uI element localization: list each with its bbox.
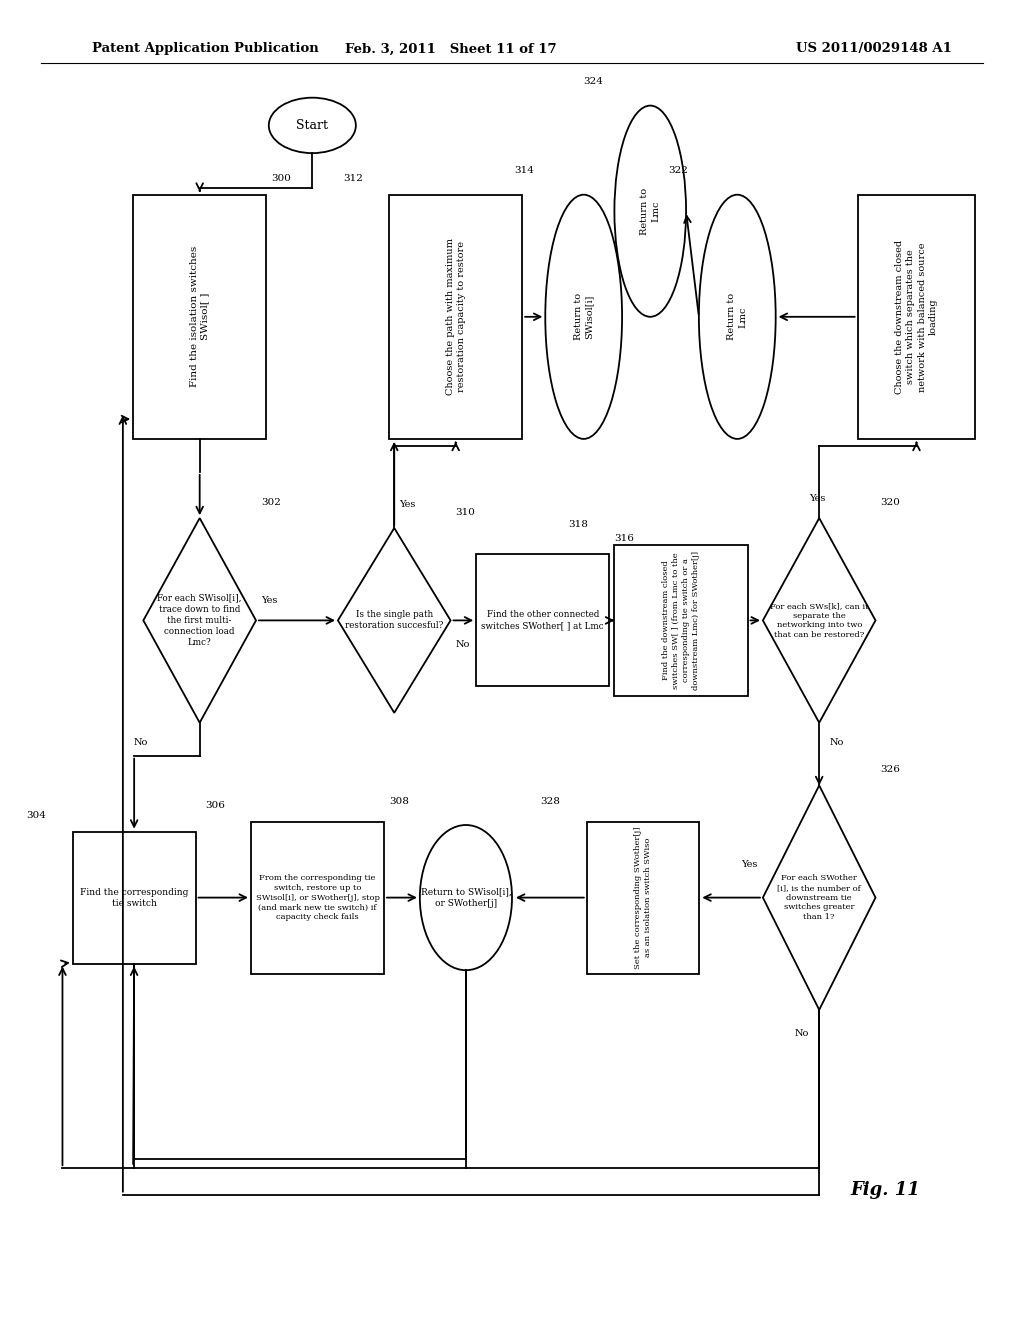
FancyBboxPatch shape xyxy=(858,195,975,438)
Text: Find the corresponding
tie switch: Find the corresponding tie switch xyxy=(80,887,188,908)
Text: Find the isolation switches
SWisol[ ]: Find the isolation switches SWisol[ ] xyxy=(189,246,210,388)
Polygon shape xyxy=(338,528,451,713)
Text: Patent Application Publication: Patent Application Publication xyxy=(92,42,318,55)
Text: 326: 326 xyxy=(881,766,900,774)
Text: From the corresponding tie
switch, restore up to
SWisol[i], or SWother[j], stop
: From the corresponding tie switch, resto… xyxy=(256,874,379,921)
Text: No: No xyxy=(133,738,147,747)
Text: 302: 302 xyxy=(261,498,281,507)
Text: 314: 314 xyxy=(514,166,535,176)
Text: No: No xyxy=(795,1030,809,1038)
Text: Find the downstream closed
switches SW[ ] (from Lmc to the
corresponding tie swi: Find the downstream closed switches SW[ … xyxy=(663,550,699,690)
FancyBboxPatch shape xyxy=(614,544,748,697)
Text: 300: 300 xyxy=(271,174,291,183)
Text: Return to SWisol[i],
or SWother[j]: Return to SWisol[i], or SWother[j] xyxy=(421,887,511,908)
Text: No: No xyxy=(829,738,844,747)
Text: No: No xyxy=(456,640,470,648)
Text: 310: 310 xyxy=(456,508,475,516)
Text: Yes: Yes xyxy=(809,494,825,503)
Text: 322: 322 xyxy=(668,166,688,176)
Polygon shape xyxy=(763,517,876,722)
FancyBboxPatch shape xyxy=(251,821,384,974)
Text: Return to
Lmc: Return to Lmc xyxy=(727,293,748,341)
FancyBboxPatch shape xyxy=(73,832,196,964)
Text: 320: 320 xyxy=(881,498,900,507)
Text: 324: 324 xyxy=(584,78,603,86)
Text: Fig. 11: Fig. 11 xyxy=(851,1180,921,1199)
Text: Start: Start xyxy=(296,119,329,132)
Text: 308: 308 xyxy=(389,797,409,805)
Ellipse shape xyxy=(614,106,686,317)
Ellipse shape xyxy=(545,195,622,438)
Text: For each SWs[k], can it
separate the
networking into two
that can be restored?: For each SWs[k], can it separate the net… xyxy=(770,602,868,639)
Ellipse shape xyxy=(698,195,776,438)
FancyBboxPatch shape xyxy=(389,195,522,438)
Text: 328: 328 xyxy=(541,797,560,807)
Text: 312: 312 xyxy=(343,174,362,183)
Ellipse shape xyxy=(268,98,356,153)
Text: Set the corresponding SWother[j]
as an isolation switch SWiso: Set the corresponding SWother[j] as an i… xyxy=(634,826,652,969)
Text: Return to
Lmc: Return to Lmc xyxy=(640,187,660,235)
Text: Return to
SWisol[i]: Return to SWisol[i] xyxy=(573,293,594,341)
Text: Yes: Yes xyxy=(741,861,758,869)
Polygon shape xyxy=(143,517,256,722)
Text: US 2011/0029148 A1: US 2011/0029148 A1 xyxy=(797,42,952,55)
FancyBboxPatch shape xyxy=(476,554,609,686)
FancyBboxPatch shape xyxy=(587,821,699,974)
Text: For each SWisol[i],
trace down to find
the first multi-
connection load
Lmc?: For each SWisol[i], trace down to find t… xyxy=(158,594,242,647)
Text: Choose the downstream closed
switch which separates the
network with balanced so: Choose the downstream closed switch whic… xyxy=(895,240,938,393)
Text: Find the other connected
switches SWother[ ] at Lmc: Find the other connected switches SWothe… xyxy=(481,610,604,631)
Text: Yes: Yes xyxy=(261,597,278,605)
Polygon shape xyxy=(763,785,876,1010)
FancyBboxPatch shape xyxy=(133,195,266,438)
Text: 318: 318 xyxy=(568,520,588,529)
Text: Is the single path
restoration succesful?: Is the single path restoration succesful… xyxy=(345,610,443,631)
Text: Choose the path with maximum
restoration capacity to restore: Choose the path with maximum restoration… xyxy=(445,239,466,395)
Text: For each SWother
[i], is the number of
downstream tie
switches greater
than 1?: For each SWother [i], is the number of d… xyxy=(777,874,861,921)
Ellipse shape xyxy=(420,825,512,970)
Text: 304: 304 xyxy=(27,812,46,820)
Text: Feb. 3, 2011   Sheet 11 of 17: Feb. 3, 2011 Sheet 11 of 17 xyxy=(345,42,556,55)
Text: 316: 316 xyxy=(614,535,634,543)
Text: 306: 306 xyxy=(205,801,224,810)
Text: Yes: Yes xyxy=(399,500,416,508)
